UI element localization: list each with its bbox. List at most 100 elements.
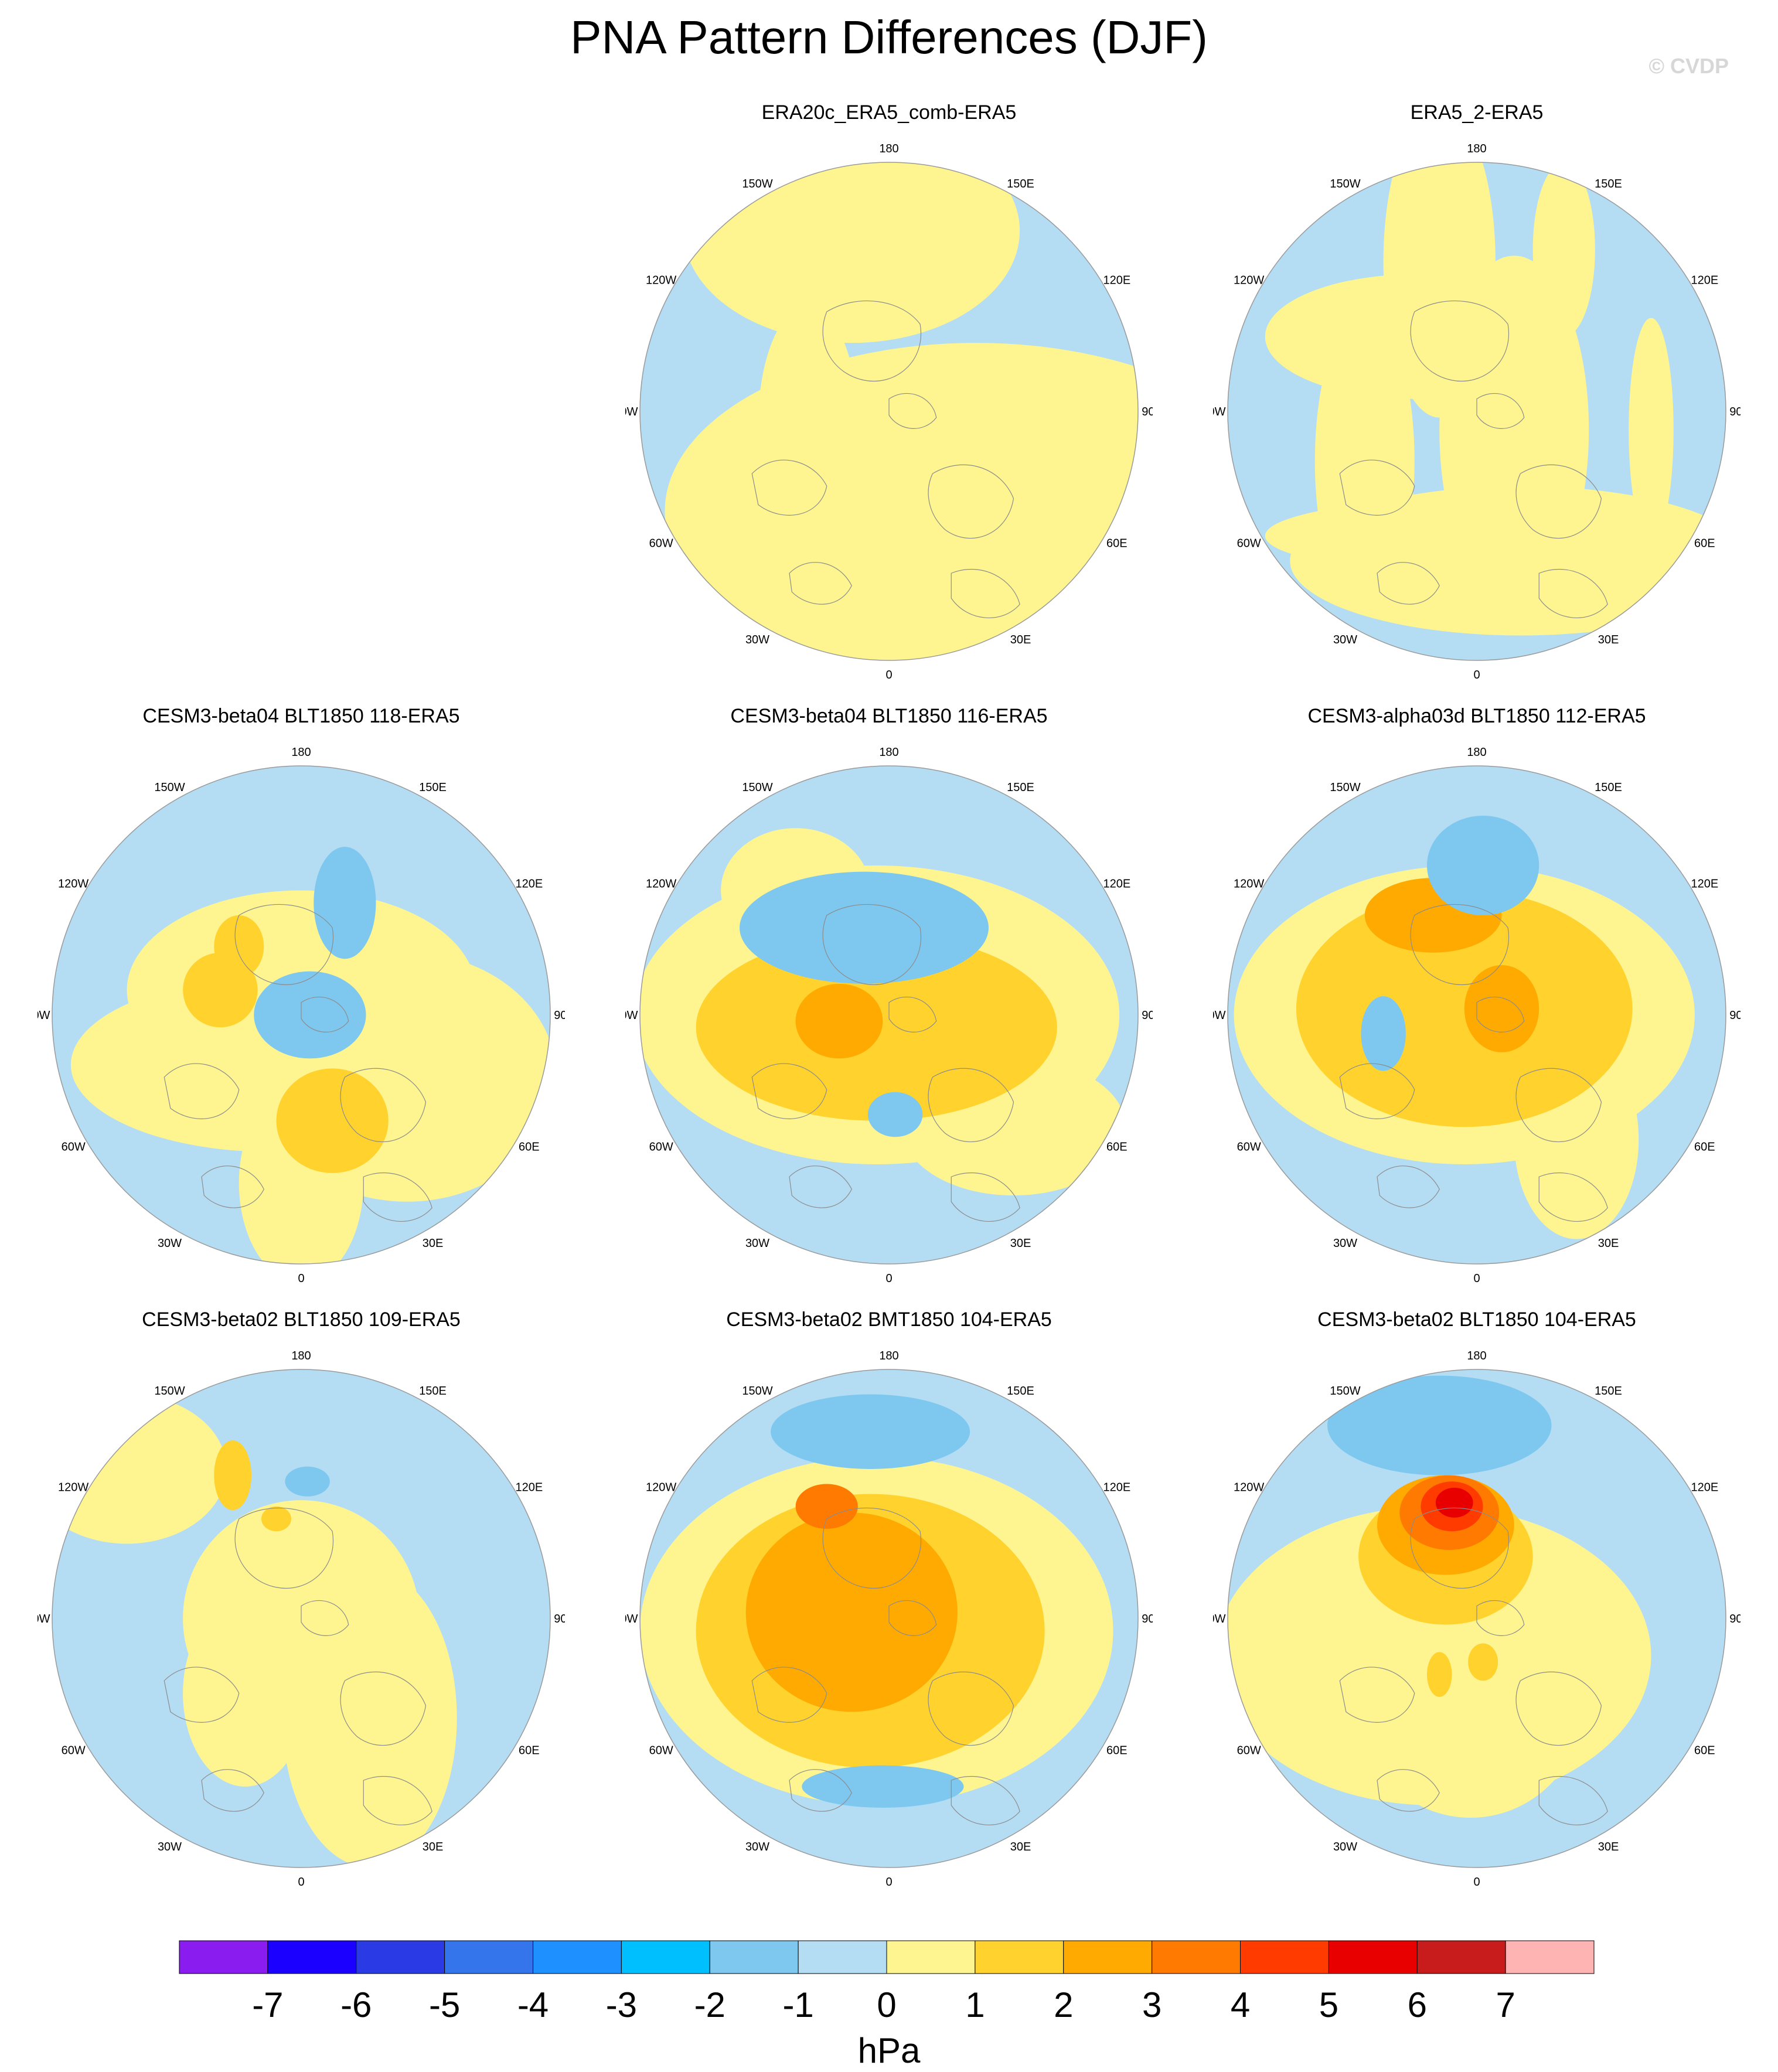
longitude-label: 150W <box>742 781 772 794</box>
longitude-label: 30W <box>1333 633 1357 646</box>
colorbar-box <box>975 1940 1064 1974</box>
longitude-label: 120W <box>1234 274 1264 287</box>
longitude-label: 90W <box>1213 405 1226 418</box>
longitude-label: 90E <box>554 1009 565 1022</box>
coastline <box>1539 569 1607 618</box>
panel-title: CESM3-beta02 BLT1850 109-ERA5 <box>142 1308 461 1331</box>
panel-title: CESM3-alpha03d BLT1850 112-ERA5 <box>1307 705 1646 727</box>
map-panel: CESM3-beta04 BLT1850 118-ERA5 180 150E 120E… <box>38 704 565 1302</box>
longitude-label: 60W <box>649 1141 673 1154</box>
panel-title: ERA5_2-ERA5 <box>1410 101 1544 124</box>
anomaly-contour <box>254 971 366 1059</box>
anomaly-contour <box>867 1092 923 1137</box>
colorbar-box <box>621 1940 710 1974</box>
longitude-label: 90E <box>1142 1613 1153 1625</box>
longitude-label: 90E <box>1729 405 1740 418</box>
polar-map: 180 150E 120E 90E 60E 30E 0 30W 60W 90W 120W 150W <box>625 746 1153 1285</box>
colorbar-box <box>1328 1940 1418 1974</box>
coastline <box>889 1600 936 1635</box>
coastline <box>1340 1064 1415 1119</box>
coastline <box>1516 465 1601 538</box>
longitude-label: 150E <box>1595 1385 1622 1398</box>
polar-map: 180 150E 120E 90E 60E 30E 0 30W 60W 90W 120W 150W <box>1213 1349 1740 1889</box>
longitude-label: 0 <box>885 669 892 681</box>
longitude-label: 60E <box>519 1744 540 1757</box>
coastline <box>202 1166 264 1208</box>
longitude-label: 120E <box>1691 274 1718 287</box>
longitude-label: 150E <box>1595 178 1622 190</box>
coastline <box>1377 1770 1439 1811</box>
longitude-label: 180 <box>1467 746 1486 759</box>
longitude-label: 60E <box>1106 1744 1128 1757</box>
coastline <box>1516 1672 1601 1745</box>
anomaly-contour <box>1629 318 1674 543</box>
map-border <box>639 1369 1139 1868</box>
longitude-label: 60W <box>62 1141 86 1154</box>
longitude-label: 30E <box>1598 1237 1619 1250</box>
anomaly-contour <box>795 1484 858 1529</box>
anomaly-contour <box>214 915 264 978</box>
coastline <box>1411 904 1508 984</box>
coastline <box>235 1508 333 1588</box>
colorbar-box <box>267 1940 357 1974</box>
longitude-label: 90W <box>625 1009 638 1022</box>
colorbar-tick-label: -1 <box>782 1985 813 2025</box>
anomaly-contour <box>1327 1375 1552 1475</box>
colorbar-box <box>1063 1940 1153 1974</box>
longitude-label: 0 <box>298 1876 304 1889</box>
longitude-label: 30W <box>745 1237 769 1250</box>
coastline <box>1539 1173 1607 1221</box>
longitude-label: 150W <box>154 1385 185 1398</box>
longitude-label: 120E <box>1103 1481 1130 1494</box>
longitude-label: 0 <box>1473 1876 1480 1889</box>
longitude-label: 120E <box>515 1481 543 1494</box>
longitude-label: 60E <box>1694 537 1715 550</box>
longitude-label: 150W <box>1330 1385 1360 1398</box>
longitude-label: 30E <box>423 1841 444 1853</box>
colorbar-box <box>1505 1940 1595 1974</box>
map-panel: ERA20c_ERA5_comb-ERA5 180 150E 120E 90E 60E 30… <box>625 101 1153 698</box>
colorbar-tick-label: 1 <box>965 1985 985 2025</box>
longitude-label: 30E <box>423 1237 444 1250</box>
coastline <box>1477 1600 1524 1635</box>
anomaly-contour <box>1435 1487 1473 1518</box>
panel-title: CESM3-beta04 BLT1850 116-ERA5 <box>730 705 1048 727</box>
map-border <box>1227 1369 1726 1868</box>
longitude-label: 60W <box>649 1744 673 1757</box>
coastline <box>823 301 921 381</box>
polar-map: 180 150E 120E 90E 60E 30E 0 30W 60W 90W 120W 150W <box>625 1349 1153 1889</box>
anomaly-contour <box>802 1765 964 1808</box>
longitude-label: 150E <box>419 1385 447 1398</box>
coastline <box>951 1776 1020 1825</box>
longitude-label: 90E <box>554 1613 565 1625</box>
longitude-label: 60E <box>1694 1744 1715 1757</box>
map-panel: CESM3-beta02 BLT1850 109-ERA5 180 150E 120E… <box>38 1308 565 1906</box>
map-border <box>52 1369 551 1868</box>
coastline <box>889 997 936 1032</box>
longitude-label: 90E <box>1142 1009 1153 1022</box>
longitude-label: 120W <box>58 1481 88 1494</box>
longitude-label: 0 <box>1473 669 1480 681</box>
longitude-label: 30E <box>1598 633 1619 646</box>
longitude-label: 90E <box>1729 1009 1740 1022</box>
longitude-label: 120W <box>646 1481 676 1494</box>
coastline <box>301 1600 349 1635</box>
longitude-label: 90W <box>625 405 638 418</box>
map-panel: CESM3-beta04 BLT1850 116-ERA5 180 150E 120E… <box>625 704 1153 1302</box>
longitude-label: 180 <box>291 1349 311 1362</box>
longitude-label: 120W <box>646 878 676 891</box>
coastline <box>1340 1667 1415 1722</box>
anomaly-contour <box>314 847 376 959</box>
anomaly-contour <box>276 1068 389 1173</box>
map-border <box>52 765 551 1265</box>
colorbar-box <box>533 1940 622 1974</box>
longitude-label: 30W <box>158 1841 182 1853</box>
anomaly-contour <box>261 1506 291 1532</box>
longitude-label: 60E <box>519 1141 540 1154</box>
longitude-label: 60W <box>62 1744 86 1757</box>
coastline <box>340 1672 425 1745</box>
longitude-label: 0 <box>885 1272 892 1285</box>
anomaly-contour <box>745 1512 958 1712</box>
coastline <box>889 393 936 428</box>
polar-map: 180 150E 120E 90E 60E 30E 0 30W 60W 90W 120W 150W <box>625 142 1153 681</box>
